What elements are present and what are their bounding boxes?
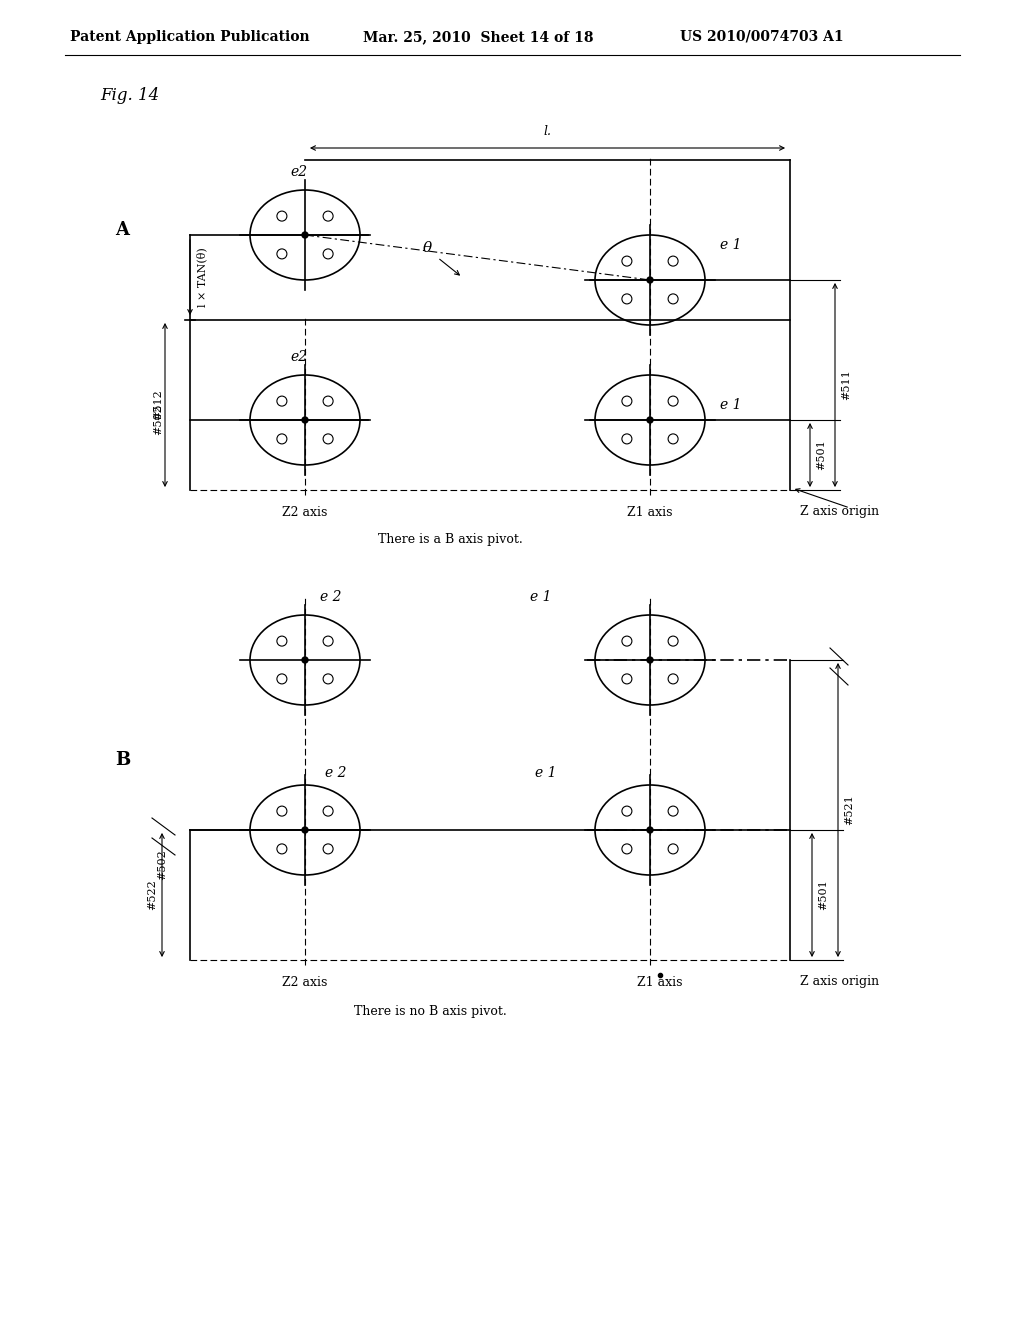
Circle shape <box>276 675 287 684</box>
Text: There is no B axis pivot.: There is no B axis pivot. <box>353 1006 507 1019</box>
Text: #511: #511 <box>841 370 851 400</box>
Text: l × TAN(θ): l × TAN(θ) <box>197 248 208 308</box>
Text: Patent Application Publication: Patent Application Publication <box>70 30 309 44</box>
Text: Mar. 25, 2010  Sheet 14 of 18: Mar. 25, 2010 Sheet 14 of 18 <box>362 30 594 44</box>
Circle shape <box>668 843 678 854</box>
Circle shape <box>668 256 678 267</box>
Text: e 2: e 2 <box>325 766 346 780</box>
Circle shape <box>668 434 678 444</box>
Circle shape <box>302 417 308 422</box>
Circle shape <box>324 249 333 259</box>
Text: e2: e2 <box>290 165 307 180</box>
Circle shape <box>276 807 287 816</box>
Circle shape <box>324 843 333 854</box>
Text: Z2 axis: Z2 axis <box>283 506 328 519</box>
Circle shape <box>276 636 287 645</box>
Text: e 1: e 1 <box>720 238 741 252</box>
Circle shape <box>647 417 653 422</box>
Circle shape <box>668 294 678 304</box>
Text: Z2 axis: Z2 axis <box>283 975 328 989</box>
Text: #502: #502 <box>153 405 163 436</box>
Circle shape <box>276 211 287 220</box>
Circle shape <box>302 828 308 833</box>
Circle shape <box>622 396 632 407</box>
Circle shape <box>647 828 653 833</box>
Text: B: B <box>115 751 130 770</box>
Text: e 2: e 2 <box>319 590 341 605</box>
Circle shape <box>647 277 653 282</box>
Circle shape <box>324 636 333 645</box>
Text: e 1: e 1 <box>535 766 556 780</box>
Text: Z1 axis: Z1 axis <box>637 975 683 989</box>
Text: Z axis origin: Z axis origin <box>800 506 880 519</box>
Circle shape <box>302 232 308 238</box>
Text: #521: #521 <box>844 795 854 825</box>
Text: There is a B axis pivot.: There is a B axis pivot. <box>378 533 522 546</box>
Circle shape <box>276 843 287 854</box>
Circle shape <box>324 434 333 444</box>
Circle shape <box>622 434 632 444</box>
Circle shape <box>622 294 632 304</box>
Text: #501: #501 <box>818 879 828 911</box>
Circle shape <box>622 675 632 684</box>
Circle shape <box>276 434 287 444</box>
Circle shape <box>324 396 333 407</box>
Circle shape <box>622 807 632 816</box>
Text: #501: #501 <box>816 440 826 470</box>
Circle shape <box>276 249 287 259</box>
Circle shape <box>276 396 287 407</box>
Text: US 2010/0074703 A1: US 2010/0074703 A1 <box>680 30 844 44</box>
Circle shape <box>668 807 678 816</box>
Text: #512: #512 <box>153 389 163 420</box>
Text: A: A <box>115 220 129 239</box>
Circle shape <box>668 636 678 645</box>
Text: l.: l. <box>544 125 552 139</box>
Text: θ: θ <box>423 240 432 255</box>
Circle shape <box>622 636 632 645</box>
Text: #502: #502 <box>157 850 167 880</box>
Circle shape <box>647 657 653 663</box>
Circle shape <box>668 396 678 407</box>
Text: Z axis origin: Z axis origin <box>800 975 880 989</box>
Text: Z1 axis: Z1 axis <box>628 506 673 519</box>
Circle shape <box>324 807 333 816</box>
Text: e 1: e 1 <box>720 399 741 412</box>
Circle shape <box>622 256 632 267</box>
Text: Fig. 14: Fig. 14 <box>100 87 160 103</box>
Circle shape <box>324 675 333 684</box>
Text: e 1: e 1 <box>530 590 552 605</box>
Text: e2: e2 <box>290 350 307 364</box>
Circle shape <box>302 657 308 663</box>
Circle shape <box>324 211 333 220</box>
Circle shape <box>622 843 632 854</box>
Circle shape <box>668 675 678 684</box>
Text: #522: #522 <box>147 879 157 911</box>
